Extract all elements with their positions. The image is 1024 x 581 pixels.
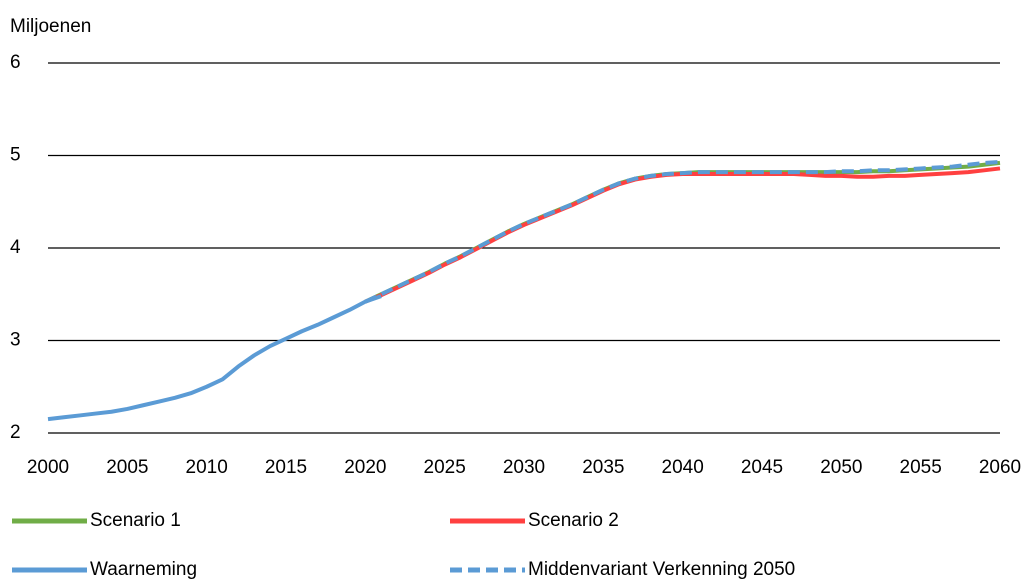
x-tick-label: 2035 — [582, 457, 624, 478]
x-tick-label: 2025 — [424, 457, 466, 478]
y-axis-label: Miljoenen — [10, 16, 91, 37]
x-tick-label: 2040 — [662, 457, 704, 478]
series-line — [364, 166, 1001, 304]
y-tick-label: 5 — [10, 145, 21, 166]
legend-label: Waarneming — [90, 559, 197, 580]
legend-label: Middenvariant Verkenning 2050 — [528, 559, 795, 580]
x-tick-label: 2045 — [741, 457, 783, 478]
x-tick-label: 2030 — [503, 457, 545, 478]
y-tick-label: 6 — [10, 52, 21, 73]
x-tick-label: 2005 — [106, 457, 148, 478]
x-tick-label: 2060 — [979, 457, 1021, 478]
y-tick-label: 3 — [10, 330, 21, 351]
legend-label: Scenario 1 — [90, 510, 181, 531]
series-line — [47, 294, 382, 422]
x-tick-label: 2010 — [186, 457, 228, 478]
y-tick-label: 2 — [10, 422, 21, 443]
x-tick-label: 2015 — [265, 457, 307, 478]
y-tick-label: 4 — [10, 237, 21, 258]
series-line — [364, 159, 1001, 304]
x-tick-label: 2050 — [820, 457, 862, 478]
series-line — [364, 160, 1001, 304]
x-tick-label: 2000 — [27, 457, 69, 478]
x-tick-label: 2055 — [900, 457, 942, 478]
legend-label: Scenario 2 — [528, 510, 619, 531]
x-tick-label: 2020 — [344, 457, 386, 478]
